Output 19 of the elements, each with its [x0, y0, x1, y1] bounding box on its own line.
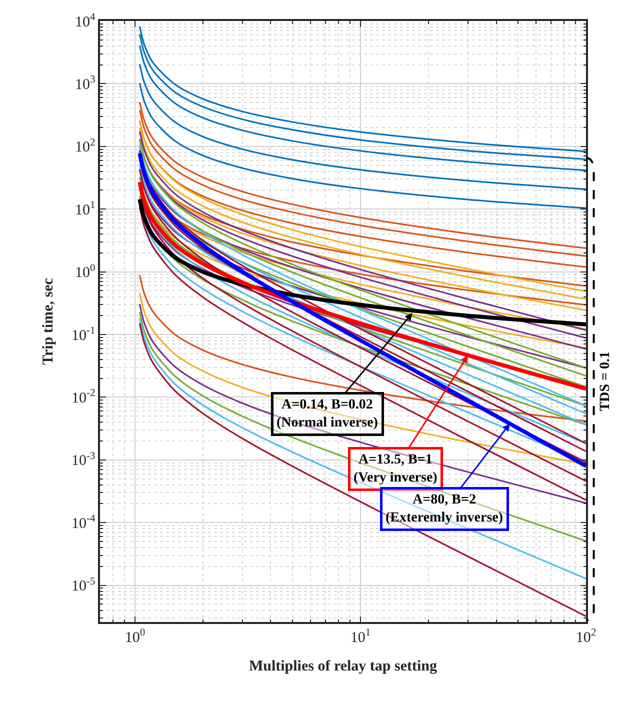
text: TDS = 0.1 — [598, 352, 614, 412]
annotation: A=0.14, B=0.02 (Normal inverse) — [276, 398, 378, 431]
x-tick-label: 10$^{0}$ — [124, 627, 146, 646]
y-tick-label: 10$^{2}$ — [75, 137, 96, 156]
y-tick-label: 10$^{-5}$ — [72, 576, 96, 595]
y-tick-label: 10$^{-2}$ — [72, 388, 96, 406]
annotation: A=13.5, B=1 (Very inverse) — [354, 452, 438, 486]
annotation: A=80, B=2 (Exteremly inverse) — [386, 492, 504, 526]
y-tick-label: 10$^{3}$ — [75, 74, 96, 93]
y-tick-label: 10$^{1}$ — [75, 200, 96, 218]
y-tick-label: 10$^{-3}$ — [72, 450, 96, 470]
x-tick-label: 10$^{2}$ — [576, 627, 596, 646]
y-tick-label: 10$^{-1}$ — [72, 325, 96, 344]
y-tick-label: 10$^{4}$ — [75, 12, 96, 30]
x-axis-title: Multiplies of relay tap setting — [248, 658, 438, 674]
y-axis-title: Trip time, sec — [40, 278, 56, 365]
y-tick-label: 10$^{0}$ — [75, 262, 96, 282]
x-tick-label: 10$^{1}$ — [350, 627, 371, 646]
y-tick-label: 10$^{-4}$ — [72, 514, 96, 532]
